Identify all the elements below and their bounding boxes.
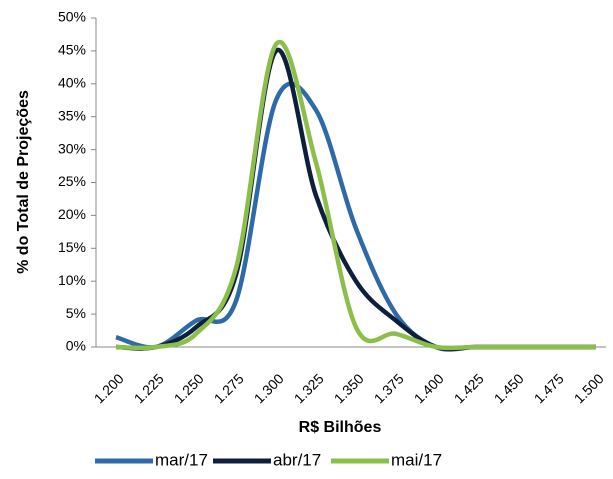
y-axis-title: % do Total de Projeções — [15, 90, 32, 274]
y-tick-label: 20% — [58, 206, 86, 222]
x-tick-label: 1.450 — [491, 370, 527, 406]
x-tick-label: 1.275 — [211, 370, 247, 406]
x-tick-label: 1.425 — [451, 370, 487, 406]
x-tick-label: 1.225 — [131, 370, 167, 406]
y-tick-label: 30% — [58, 140, 86, 156]
x-tick-label: 1.325 — [291, 370, 327, 406]
x-tick-label: 1.200 — [91, 370, 127, 406]
y-tick-label: 15% — [58, 239, 86, 255]
legend-label: mar/17 — [155, 450, 208, 469]
y-tick-label: 35% — [58, 107, 86, 123]
y-tick-label: 10% — [58, 272, 86, 288]
y-tick-label: 5% — [66, 305, 86, 321]
y-tick-label: 0% — [66, 338, 86, 354]
series-line — [115, 47, 596, 352]
x-tick-label: 1.500 — [571, 370, 607, 406]
x-axis-title: R$ Bilhões — [299, 419, 382, 436]
x-tick-label: 1.350 — [331, 370, 367, 406]
legend-label: abr/17 — [273, 450, 321, 469]
x-tick-label: 1.375 — [371, 370, 407, 406]
series-line — [115, 81, 596, 352]
y-tick-label: 45% — [58, 42, 86, 58]
x-tick-label: 1.250 — [171, 370, 207, 406]
series-line — [115, 39, 596, 351]
y-tick-label: 50% — [58, 9, 86, 25]
x-tick-label: 1.475 — [531, 370, 567, 406]
legend-label: mai/17 — [391, 450, 442, 469]
y-tick-label: 25% — [58, 173, 86, 189]
x-tick-label: 1.400 — [411, 370, 447, 406]
x-tick-label: 1.300 — [251, 370, 287, 406]
y-tick-label: 40% — [58, 75, 86, 91]
